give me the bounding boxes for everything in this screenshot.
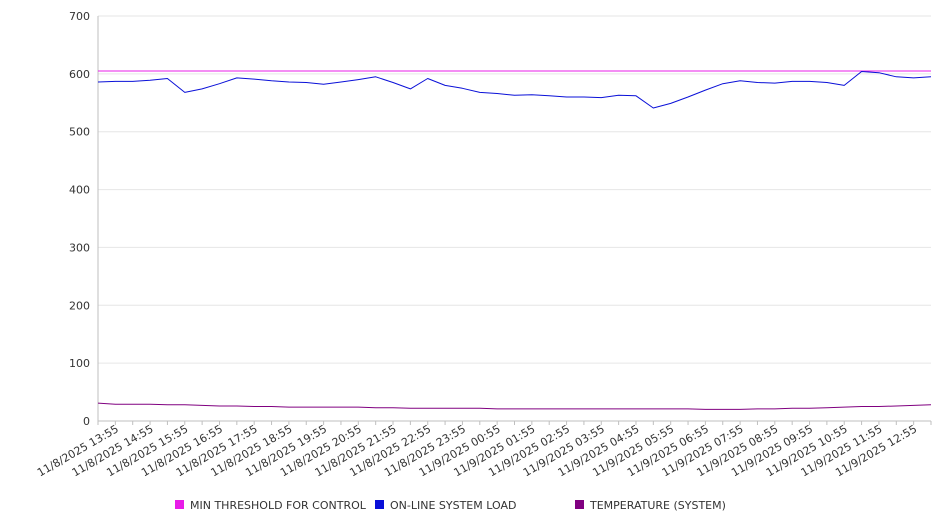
series-line-temperature-system [97,402,932,410]
legend-swatch [175,500,184,509]
y-tick-label: 100 [69,357,90,370]
y-tick-label: 0 [83,415,90,428]
series-lines [97,70,932,410]
legend-label: ON-LINE SYSTEM LOAD [390,499,516,512]
y-tick-label: 600 [69,68,90,81]
legend-swatch [575,500,584,509]
legend-swatch [375,500,384,509]
y-tick-label: 700 [69,10,90,23]
axes [97,16,932,425]
y-tick-label: 500 [69,126,90,139]
legend-label: TEMPERATURE (SYSTEM) [589,499,726,512]
y-tick-label: 300 [69,241,90,254]
y-axis-tick-labels: 0 100 200 300 400 500 600 700 [69,10,90,428]
y-tick-label: 200 [69,299,90,312]
series-line-on-line-system-load [97,71,932,109]
grid-lines [98,15,931,422]
legend-label: MIN THRESHOLD FOR CONTROL [190,499,367,512]
y-tick-label: 400 [69,184,90,197]
legend: MIN THRESHOLD FOR CONTROL ON-LINE SYSTEM … [175,499,726,512]
